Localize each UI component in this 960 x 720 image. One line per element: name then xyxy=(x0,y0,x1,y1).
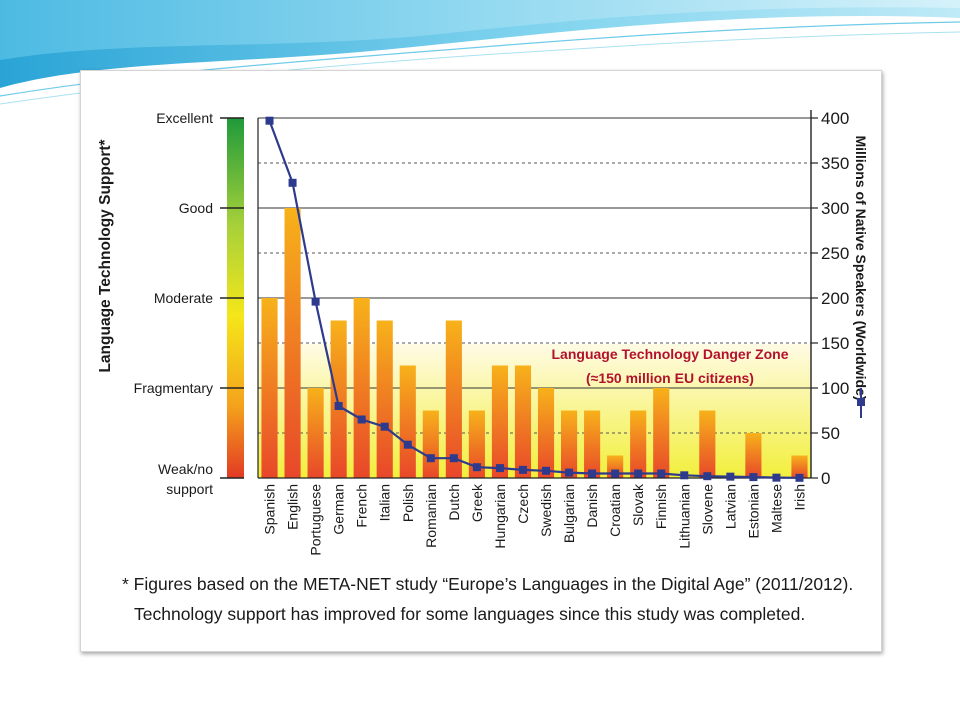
bar-czech xyxy=(514,365,532,478)
left-tick-label: support xyxy=(166,481,213,497)
speakers-point-german xyxy=(334,402,343,410)
speakers-point-estonian xyxy=(749,473,758,482)
speakers-point-irish xyxy=(795,473,804,482)
right-axis-ticks: 0 50 100 150 200 250 300 350 400 xyxy=(811,109,849,488)
speakers-point-swedish xyxy=(542,466,551,475)
danger-zone-subtitle: (≈150 million EU citizens) xyxy=(586,370,754,386)
bar-hungarian xyxy=(491,365,509,478)
bar-bulgarian xyxy=(560,410,578,478)
bar-swedish xyxy=(537,388,555,478)
speakers-point-hungarian xyxy=(495,464,504,473)
x-label-croatian: Croatian xyxy=(607,484,623,537)
bar-italian xyxy=(376,320,393,478)
bar-french xyxy=(353,298,370,478)
x-label-greek: Greek xyxy=(469,483,485,522)
danger-zone-title: Language Technology Danger Zone xyxy=(552,346,789,362)
bar-german xyxy=(330,320,347,478)
speakers-point-latvian xyxy=(726,472,735,481)
speakers-point-romanian xyxy=(426,454,435,463)
speakers-point-dutch xyxy=(449,454,458,463)
speakers-point-french xyxy=(357,415,366,424)
left-axis-title: Language Technology Support* xyxy=(97,138,114,372)
x-label-hungarian: Hungarian xyxy=(492,484,508,549)
x-label-danish: Danish xyxy=(584,484,600,528)
x-axis-labels: Spanish English Portuguese German French Ital… xyxy=(262,483,808,556)
x-label-latvian: Latvian xyxy=(722,484,738,529)
x-label-french: French xyxy=(354,484,370,528)
bar-greek xyxy=(468,410,485,478)
right-tick-label: 200 xyxy=(821,289,849,308)
right-axis-legend-line xyxy=(857,388,865,418)
x-label-estonian: Estonian xyxy=(745,484,761,538)
x-label-spanish: Spanish xyxy=(262,484,278,535)
speakers-point-polish xyxy=(403,440,412,449)
bar-polish xyxy=(399,365,416,478)
right-tick-label: 400 xyxy=(821,109,849,128)
bar-dutch xyxy=(445,320,462,478)
bar-croatian xyxy=(607,455,624,478)
bar-danish xyxy=(584,410,601,478)
left-tick-label: Weak/no xyxy=(158,461,213,477)
x-label-polish: Polish xyxy=(400,484,416,522)
native-speakers-series xyxy=(265,116,804,482)
speakers-point-finnish xyxy=(657,469,666,478)
speakers-point-croatian xyxy=(611,469,620,478)
speakers-point-danish xyxy=(588,469,597,478)
x-label-swedish: Swedish xyxy=(538,484,554,537)
x-label-maltese: Maltese xyxy=(768,484,784,533)
bars xyxy=(261,208,808,478)
right-tick-label: 300 xyxy=(821,199,849,218)
speakers-point-bulgarian xyxy=(565,468,574,477)
x-label-irish: Irish xyxy=(792,484,808,510)
right-tick-label: 250 xyxy=(821,244,849,263)
speakers-point-czech xyxy=(518,465,527,474)
danger-zone-band xyxy=(258,344,811,478)
right-axis-title: Millions of Native Speakers (Worldwide) xyxy=(853,135,869,400)
bar-portuguese xyxy=(307,388,324,478)
speakers-point-italian xyxy=(380,422,389,431)
x-label-czech: Czech xyxy=(515,484,531,524)
gridlines xyxy=(258,117,811,434)
speakers-point-slovak xyxy=(634,469,643,478)
bar-irish xyxy=(791,455,808,478)
bar-english xyxy=(284,208,301,478)
bar-finnish xyxy=(653,388,670,478)
speakers-point-maltese xyxy=(772,473,781,482)
right-tick-label: 150 xyxy=(821,334,849,353)
bar-spanish xyxy=(261,298,278,478)
x-label-lithuanian: Lithuanian xyxy=(676,484,692,549)
speakers-point-english xyxy=(288,178,297,187)
x-label-portuguese: Portuguese xyxy=(308,484,324,556)
left-tick-label: Moderate xyxy=(154,290,213,306)
x-label-italian: Italian xyxy=(377,484,393,521)
x-label-english: English xyxy=(285,484,301,530)
x-label-slovak: Slovak xyxy=(630,483,646,526)
speakers-point-greek xyxy=(472,463,481,472)
x-label-slovene: Slovene xyxy=(699,484,715,535)
speakers-point-slovene xyxy=(703,472,712,481)
footnote-line-2: Technology support has improved for some… xyxy=(134,604,806,624)
bar-slovene xyxy=(699,410,716,478)
x-label-dutch: Dutch xyxy=(446,484,462,521)
speakers-point-portuguese xyxy=(311,297,320,306)
bar-romanian xyxy=(422,410,439,478)
x-label-romanian: Romanian xyxy=(423,484,439,548)
bar-estonian xyxy=(745,433,762,478)
left-tick-label: Fragmentary xyxy=(134,380,213,396)
speakers-point-lithuanian xyxy=(680,471,689,480)
left-axis-ticks: Weak/no support Fragmentary Moderate Good Exc… xyxy=(134,110,244,497)
speakers-point-spanish xyxy=(265,116,274,125)
bar-slovak xyxy=(630,410,647,478)
footnote-line-1: * Figures based on the META-NET study “E… xyxy=(122,574,854,594)
x-label-german: German xyxy=(331,484,347,535)
right-tick-label: 0 xyxy=(821,469,830,488)
left-tick-label: Excellent xyxy=(156,110,213,126)
x-label-finnish: Finnish xyxy=(653,484,669,529)
right-tick-label: 100 xyxy=(821,379,849,398)
right-tick-label: 350 xyxy=(821,154,849,173)
x-label-bulgarian: Bulgarian xyxy=(561,484,577,543)
right-tick-label: 50 xyxy=(821,424,840,443)
left-tick-label: Good xyxy=(179,200,213,216)
